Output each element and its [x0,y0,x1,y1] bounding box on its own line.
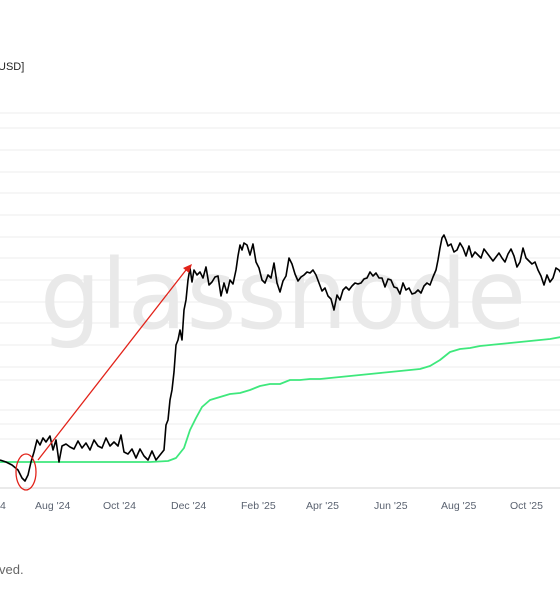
x-tick-label: Feb '25 [241,500,276,512]
cost-basis-series-line [0,336,560,463]
series-lines [0,234,560,482]
footer-note: ved. [0,562,24,577]
x-tick-label: Jun '25 [374,500,408,512]
x-tick-label: Aug '25 [441,500,476,512]
x-tick-label: Oct '24 [103,500,136,512]
watermark: glassnode [40,239,526,351]
gridlines [0,112,560,440]
price-series-line [0,234,560,482]
x-tick-label: Apr '25 [306,500,339,512]
x-tick-label: Oct '25 [510,500,543,512]
x-axis-ticks: 4 Aug '24 Oct '24 Dec '24 Feb '25 Apr '2… [0,500,543,512]
annotation-arrow [37,269,187,461]
annotation [15,264,192,491]
annotation-circle [15,453,37,491]
x-tick-label: 4 [0,500,6,512]
annotation-arrowhead [183,264,192,273]
x-tick-label: Dec '24 [171,500,206,512]
x-tick-label: Aug '24 [35,500,70,512]
y-axis-unit-label: USD] [0,61,25,73]
